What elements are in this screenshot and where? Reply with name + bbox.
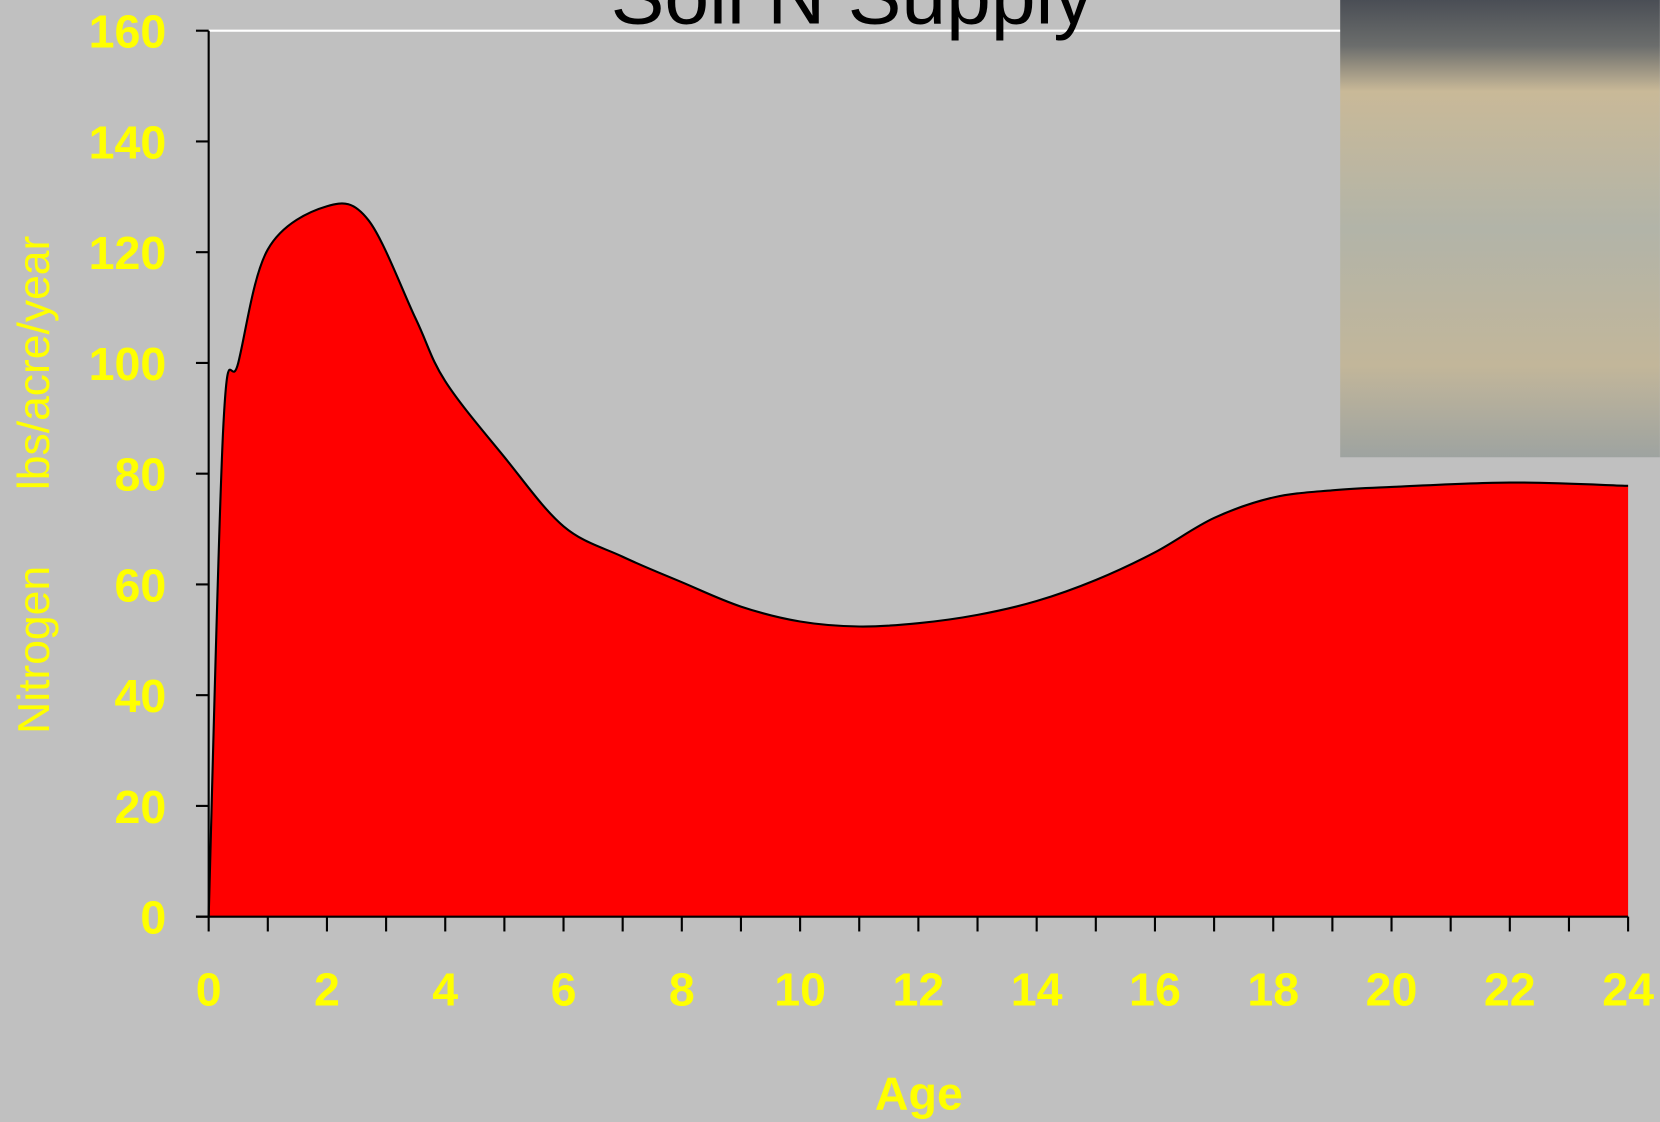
x-tick-label: 10 [774,964,826,1016]
x-tick-label: 2 [314,964,340,1016]
y-tick-label: 120 [89,227,167,279]
y-tick-label: 160 [89,6,167,58]
x-tick-label: 18 [1247,964,1299,1016]
x-tick-label: 12 [892,964,944,1016]
x-axis-label: Age [875,1067,963,1119]
x-tick-label: 0 [196,964,222,1016]
y-tick-label: 80 [115,449,167,501]
y-tick-label: 140 [89,116,167,168]
x-tick-label: 8 [669,964,695,1016]
y-tick-label: 40 [115,670,167,722]
chart: Soil N Supply Nitrogen lbs/acre/year Age… [0,0,1660,1122]
y-tick-label: 0 [140,892,166,944]
x-tick-label: 4 [432,964,458,1016]
y-tick-label: 100 [89,338,167,390]
x-tick-label: 6 [551,964,577,1016]
x-tick-label: 16 [1129,964,1181,1016]
y-tick-label: 60 [115,559,167,611]
x-tick-label: 24 [1602,964,1654,1016]
soil-photo [1340,0,1660,457]
x-tick-label: 14 [1011,964,1063,1016]
x-tick-label: 22 [1484,964,1536,1016]
y-axis-label: Nitrogen lbs/acre/year [10,235,59,733]
x-tick-label: 20 [1366,964,1418,1016]
page: {"chart_data": {"type": "area", "title":… [0,0,1660,1122]
y-tick-label: 20 [115,781,167,833]
chart-title: Soil N Supply [611,0,1095,41]
